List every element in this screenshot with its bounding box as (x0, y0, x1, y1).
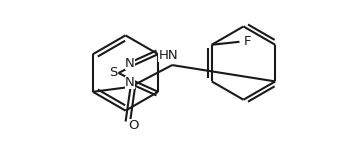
Text: O: O (128, 119, 139, 132)
Text: N: N (125, 76, 135, 89)
Text: F: F (243, 35, 251, 48)
Text: HN: HN (159, 49, 178, 62)
Text: N: N (125, 57, 135, 70)
Text: S: S (110, 67, 118, 79)
